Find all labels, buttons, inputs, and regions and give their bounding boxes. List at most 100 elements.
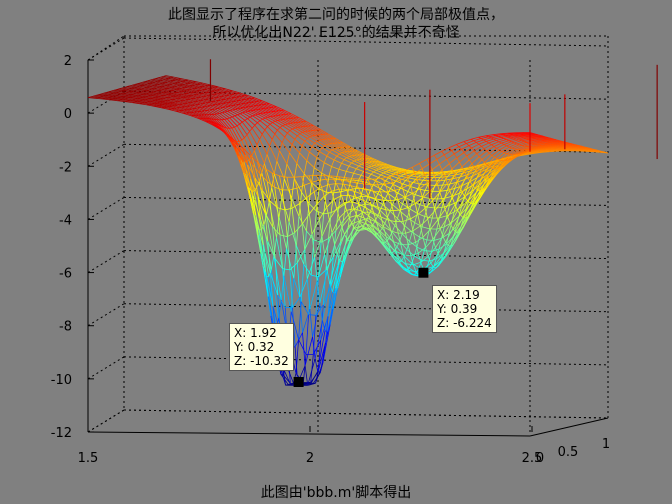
mesh-line xyxy=(147,83,151,85)
mesh-line xyxy=(245,173,254,196)
mesh-line xyxy=(151,88,155,90)
mesh-line xyxy=(459,186,463,193)
mesh-line xyxy=(201,92,205,94)
datatip-global-min[interactable]: X: 1.92 Y: 0.32 Z: -10.32 xyxy=(229,323,294,371)
mesh-line xyxy=(425,239,434,248)
mesh-line xyxy=(301,176,305,186)
mesh-line xyxy=(279,125,283,128)
mesh-line xyxy=(216,119,225,128)
mesh-line xyxy=(380,216,384,227)
mesh-line xyxy=(97,96,101,98)
mesh-line xyxy=(155,93,164,96)
mesh-line xyxy=(142,99,151,102)
datatip-local-min[interactable]: X: 2.19 Y: 0.39 Z: -6.224 xyxy=(432,285,497,333)
mesh-line xyxy=(424,184,429,191)
mesh-line xyxy=(205,98,209,100)
mesh-line xyxy=(499,166,503,169)
mesh-line xyxy=(372,225,380,233)
mesh-line xyxy=(521,145,525,147)
mesh-line xyxy=(234,127,243,141)
mesh-line xyxy=(486,157,495,166)
mesh-line xyxy=(281,110,289,115)
mesh-line xyxy=(115,94,119,96)
mesh-line xyxy=(498,135,506,137)
mesh-line xyxy=(276,106,285,111)
mesh-line xyxy=(363,200,372,205)
mesh-line xyxy=(486,146,495,152)
mesh-line xyxy=(371,165,375,167)
mesh-line xyxy=(489,147,497,154)
mesh-line xyxy=(495,134,504,136)
mesh-line xyxy=(316,188,320,212)
mesh-line xyxy=(370,171,374,175)
mesh-line xyxy=(130,97,138,99)
mesh-line xyxy=(482,163,486,165)
mesh-line xyxy=(422,190,426,198)
mesh-line xyxy=(577,146,580,148)
mesh-line xyxy=(333,178,342,181)
mesh-line xyxy=(210,98,219,101)
mesh-line xyxy=(368,165,372,168)
mesh-line xyxy=(417,247,426,254)
mesh-line xyxy=(149,86,157,89)
mesh-line xyxy=(373,212,382,218)
mesh-line xyxy=(100,92,104,95)
mesh-line xyxy=(517,133,521,135)
grid-line xyxy=(87,197,125,220)
mesh-line xyxy=(517,154,521,157)
mesh-line xyxy=(307,130,316,136)
mesh-line xyxy=(290,278,295,312)
mesh-line xyxy=(531,139,539,141)
mesh-line xyxy=(236,123,240,127)
mesh-line xyxy=(122,99,131,101)
x-tick-label: 1.5 xyxy=(78,451,99,466)
mesh-line xyxy=(482,187,486,191)
mesh-line xyxy=(233,146,237,152)
mesh-line xyxy=(177,100,181,102)
mesh-line xyxy=(265,271,274,307)
mesh-line xyxy=(439,183,448,193)
mesh-line xyxy=(424,216,433,219)
mesh-line xyxy=(543,138,547,140)
mesh-line xyxy=(287,122,291,125)
mesh-line xyxy=(274,133,283,143)
mesh-line xyxy=(317,342,326,373)
mesh-line xyxy=(324,254,328,271)
mesh-line xyxy=(162,103,165,106)
mesh-line xyxy=(374,221,383,229)
mesh-line xyxy=(208,98,216,102)
mesh-line xyxy=(387,217,396,226)
mesh-line xyxy=(158,93,167,96)
mesh-line xyxy=(530,149,534,151)
mesh-line xyxy=(365,177,369,183)
mesh-line xyxy=(496,138,504,141)
mesh-line xyxy=(230,137,234,143)
mesh-line xyxy=(160,76,169,79)
mesh-line xyxy=(189,108,197,113)
mesh-line xyxy=(390,200,394,211)
mesh-line xyxy=(380,172,384,176)
mesh-line xyxy=(160,95,164,97)
mesh-line xyxy=(587,147,590,149)
mesh-line xyxy=(341,226,345,235)
mesh-line xyxy=(566,142,570,144)
mesh-line xyxy=(295,117,304,123)
mesh-line xyxy=(413,272,417,276)
mesh-line xyxy=(419,188,423,199)
mesh-line xyxy=(236,100,239,102)
mesh-line xyxy=(497,167,501,170)
mesh-line xyxy=(500,135,509,138)
mesh-line xyxy=(129,99,133,101)
mesh-line xyxy=(313,186,322,193)
mesh-line xyxy=(186,109,195,113)
mesh-line xyxy=(132,102,140,105)
mesh-line xyxy=(515,138,519,141)
mesh-line xyxy=(341,162,350,167)
mesh-line xyxy=(481,142,489,147)
mesh-line xyxy=(344,234,348,240)
mesh-line xyxy=(548,137,551,139)
mesh-line xyxy=(417,253,422,263)
mesh-line xyxy=(393,169,402,172)
mesh-line xyxy=(142,102,145,104)
mesh-line xyxy=(257,162,261,174)
